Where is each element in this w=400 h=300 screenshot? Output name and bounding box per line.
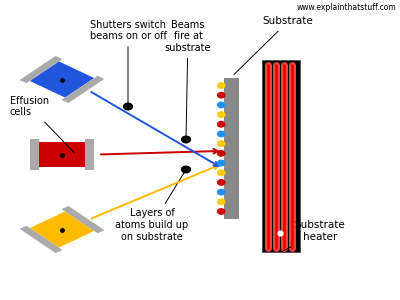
Polygon shape [85,139,94,170]
Text: Substrate
heater: Substrate heater [284,220,345,251]
Bar [262,60,300,252]
Text: Effusion
cells: Effusion cells [10,96,74,152]
Polygon shape [62,206,104,233]
Text: Beams
fire at
substrate: Beams fire at substrate [165,20,211,137]
Circle shape [218,122,225,127]
Circle shape [218,102,225,108]
Polygon shape [30,139,39,170]
Polygon shape [20,56,62,83]
Circle shape [218,160,225,166]
Circle shape [124,103,132,110]
Circle shape [218,112,225,117]
Text: www.explainthatstuff.com: www.explainthatstuff.com [296,3,396,12]
Polygon shape [62,76,104,103]
Circle shape [218,141,225,146]
Circle shape [218,180,225,185]
Circle shape [218,131,225,137]
Circle shape [218,92,225,98]
Text: Layers of
atoms build up
on substrate: Layers of atoms build up on substrate [115,172,189,242]
Polygon shape [30,61,94,98]
Polygon shape [39,142,85,167]
Circle shape [182,136,190,143]
Polygon shape [20,226,62,253]
Circle shape [218,199,225,205]
Circle shape [218,151,225,156]
Text: Shutters switch
beams on or off: Shutters switch beams on or off [90,20,166,104]
Text: Substrate: Substrate [234,16,313,75]
Bar [224,78,239,219]
Circle shape [218,83,225,88]
Circle shape [218,209,225,214]
Circle shape [218,189,225,195]
Circle shape [218,170,225,176]
Polygon shape [30,212,94,248]
Circle shape [182,166,190,173]
